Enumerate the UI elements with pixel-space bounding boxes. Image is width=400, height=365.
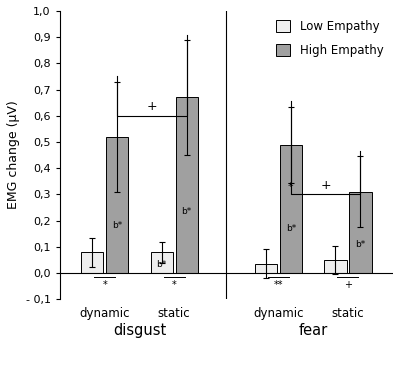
Text: **: **	[274, 280, 283, 291]
Bar	[349, 192, 372, 273]
Text: +: +	[147, 100, 157, 113]
Legend: Low Empathy, High Empathy: Low Empathy, High Empathy	[273, 17, 387, 61]
Text: *: *	[288, 182, 294, 192]
Text: fear: fear	[298, 323, 328, 338]
Text: b*: b*	[355, 240, 366, 249]
Text: b*: b*	[112, 221, 122, 230]
Text: b*: b*	[286, 224, 296, 233]
Bar	[81, 252, 103, 273]
Text: disgust: disgust	[113, 323, 166, 338]
Bar	[280, 145, 302, 273]
Text: +: +	[344, 280, 352, 291]
Text: *: *	[172, 280, 176, 291]
Text: b*: b*	[182, 207, 192, 216]
Text: +: +	[320, 179, 331, 192]
Bar	[150, 252, 173, 273]
Bar	[176, 97, 198, 273]
Y-axis label: EMG change (μV): EMG change (μV)	[7, 101, 20, 210]
Bar	[255, 264, 277, 273]
Text: b*: b*	[156, 260, 167, 269]
Text: *: *	[102, 280, 107, 291]
Bar	[324, 260, 346, 273]
Bar	[106, 137, 128, 273]
